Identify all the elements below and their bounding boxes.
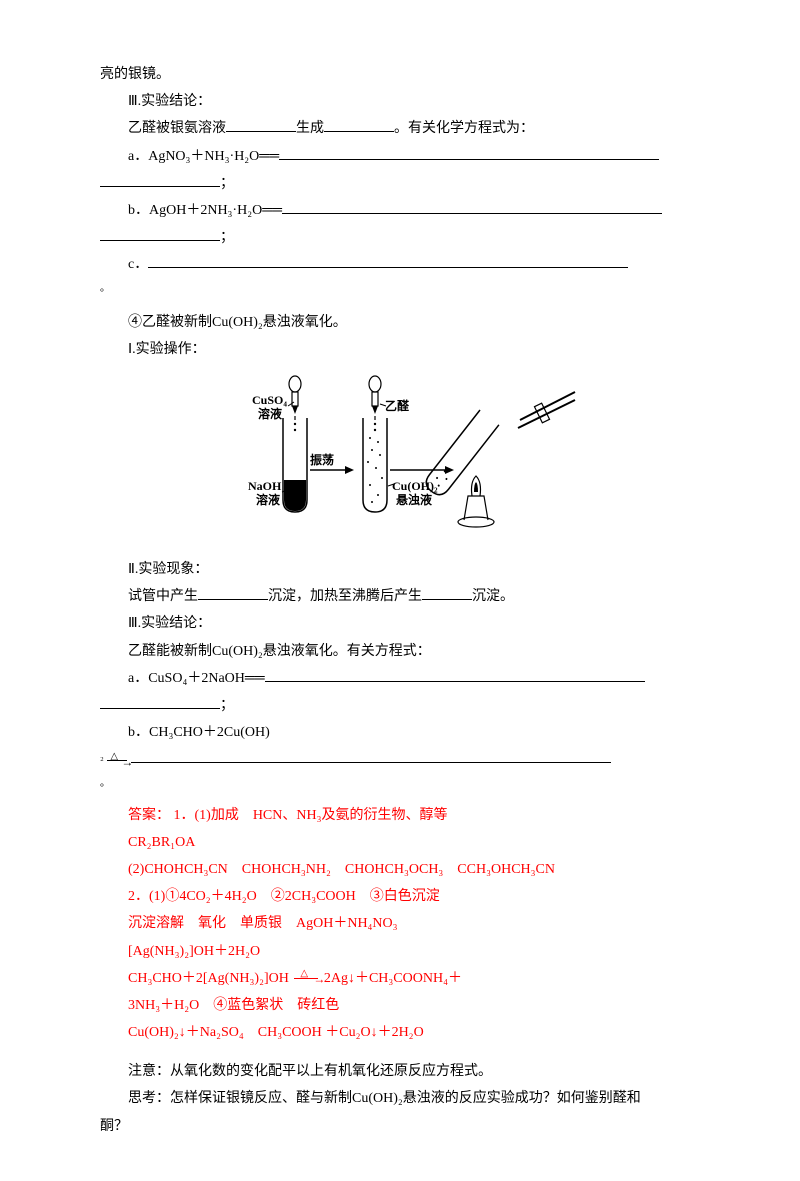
fill-blank xyxy=(148,253,628,268)
document-page: 亮的银镜。 Ⅲ.实验结论： 乙醛被银氨溶液 生成 。有关化学方程式为： a．AgNO… xyxy=(0,0,800,1181)
formula: b．CH₃CHO＋2Cu(OH) xyxy=(128,725,270,740)
diagram-label: CuSO₄ xyxy=(252,393,287,407)
text: ₂ xyxy=(100,750,104,762)
fill-blank xyxy=(282,199,662,214)
section-heading: ④乙醛被新制Cu(OH)₂悬浊液氧化。 xyxy=(100,310,700,335)
text: 沉淀。 xyxy=(472,589,514,604)
note-line: 注意：从氧化数的变化配平以上有机氧化还原反应方程式。 xyxy=(100,1059,700,1084)
svg-text:乙醛: 乙醛 xyxy=(385,398,410,413)
text-line: 乙醛能被新制Cu(OH)₂悬浊液氧化。有关方程式： xyxy=(100,639,700,664)
answer-line: 沉淀溶解 氧化 单质银 AgOH＋NH₄NO₃ xyxy=(100,911,700,936)
fill-blank xyxy=(100,172,220,187)
answer-text: 2Ag↓＋CH₃COONH₄＋ xyxy=(324,971,462,986)
experiment-diagram: CuSO₄ 溶液 NaOH 溶液 振荡 xyxy=(100,370,700,549)
text: ； xyxy=(220,698,234,713)
text-line: 。 xyxy=(100,280,700,298)
svg-text:溶液: 溶液 xyxy=(256,492,280,507)
text: ； xyxy=(220,230,234,245)
equation-line: c． xyxy=(100,252,700,277)
text: 生成 xyxy=(296,121,324,136)
question-line: 思考：怎样保证银镜反应、醛与新制Cu(OH)₂悬浊液的反应实验成功？如何鉴别醛和 xyxy=(100,1086,700,1111)
section-heading: Ⅲ.实验结论： xyxy=(100,89,700,114)
svg-text:NaOH: NaOH xyxy=(248,479,282,493)
fill-blank xyxy=(100,226,220,241)
equation-line: ₂ △ → xyxy=(100,747,700,772)
fill-blank xyxy=(422,585,472,600)
answer-line: (2)CHOHCH₃CN CHOHCH₃NH₂ CHOHCH₃OCH₃ CCH₃… xyxy=(100,857,700,882)
answer-line: [Ag(NH₃)₂]OH＋2H₂O xyxy=(100,939,700,964)
answer-line: 3NH₃＋H₂O ④蓝色絮状 砖红色 xyxy=(100,993,700,1018)
svg-text:振荡: 振荡 xyxy=(310,452,334,467)
text: 。有关化学方程式为： xyxy=(394,121,534,136)
text: 。 xyxy=(100,778,110,789)
fill-blank xyxy=(131,748,611,763)
fill-blank xyxy=(265,667,645,682)
text: 乙醛被银氨溶液 xyxy=(128,121,226,136)
svg-text:溶液: 溶液 xyxy=(258,406,282,421)
section-heading: Ⅲ.实验结论： xyxy=(100,611,700,636)
formula: a．AgNO₃＋NH₃·H₂O══ xyxy=(128,149,279,164)
delta-symbol: △ xyxy=(110,748,118,766)
equation-line: ； xyxy=(100,225,700,250)
formula: b．AgOH＋2NH₃·H₂O══ xyxy=(128,203,282,218)
text: 沉淀，加热至沸腾后产生 xyxy=(268,589,422,604)
equation-line: a．CuSO₄＋2NaOH══ xyxy=(100,666,700,691)
svg-text:悬浊液: 悬浊液 xyxy=(395,492,432,507)
fill-blank xyxy=(279,145,659,160)
answer-text: 1．(1)加成 HCN、NH₃及氨的衍生物、醇等 xyxy=(170,808,447,823)
equation-line: ； xyxy=(100,693,700,718)
equation-line: ； xyxy=(100,171,700,196)
delta-symbol: △ xyxy=(300,965,308,983)
text: ； xyxy=(220,176,234,191)
answer-line: 2．(1)①4CO₂＋4H₂O ②2CH₃COOH ③白色沉淀 xyxy=(100,884,700,909)
text: 。 xyxy=(100,283,110,294)
answer-text: CH₃CHO＋2[Ag(NH₃)₂]OH xyxy=(128,971,289,986)
fill-blank xyxy=(198,585,268,600)
answer-line: CR₂BR₁OA xyxy=(100,830,700,855)
answer-line: 答案： 1．(1)加成 HCN、NH₃及氨的衍生物、醇等 xyxy=(100,803,700,828)
formula: a．CuSO₄＋2NaOH══ xyxy=(128,671,265,686)
text: c． xyxy=(128,257,148,272)
fill-blank xyxy=(324,117,394,132)
text-line: 试管中产生 沉淀，加热至沸腾后产生 沉淀。 xyxy=(100,584,700,609)
answer-line: CH₃CHO＋2[Ag(NH₃)₂]OH △ → 2Ag↓＋CH₃COONH₄＋ xyxy=(100,966,700,991)
fill-blank xyxy=(100,694,220,709)
question-line: 酮？ xyxy=(100,1114,700,1139)
text-line: 亮的银镜。 xyxy=(100,62,700,87)
section-heading: Ⅱ.实验现象： xyxy=(100,557,700,582)
section-heading: Ⅰ.实验操作： xyxy=(100,337,700,362)
text: 试管中产生 xyxy=(128,589,198,604)
answer-line: Cu(OH)₂↓＋Na₂SO₄ CH₃COOH ＋Cu₂O↓＋2H₂O xyxy=(100,1020,700,1045)
answer-lead: 答案： xyxy=(128,808,170,823)
text-line: 。 xyxy=(100,775,700,793)
equation-line: a．AgNO₃＋NH₃·H₂O══ xyxy=(100,144,700,169)
fill-blank xyxy=(226,117,296,132)
text-line: 乙醛被银氨溶液 生成 。有关化学方程式为： xyxy=(100,116,700,141)
equation-line: b．CH₃CHO＋2Cu(OH) xyxy=(100,720,700,745)
equation-line: b．AgOH＋2NH₃·H₂O══ xyxy=(100,198,700,223)
